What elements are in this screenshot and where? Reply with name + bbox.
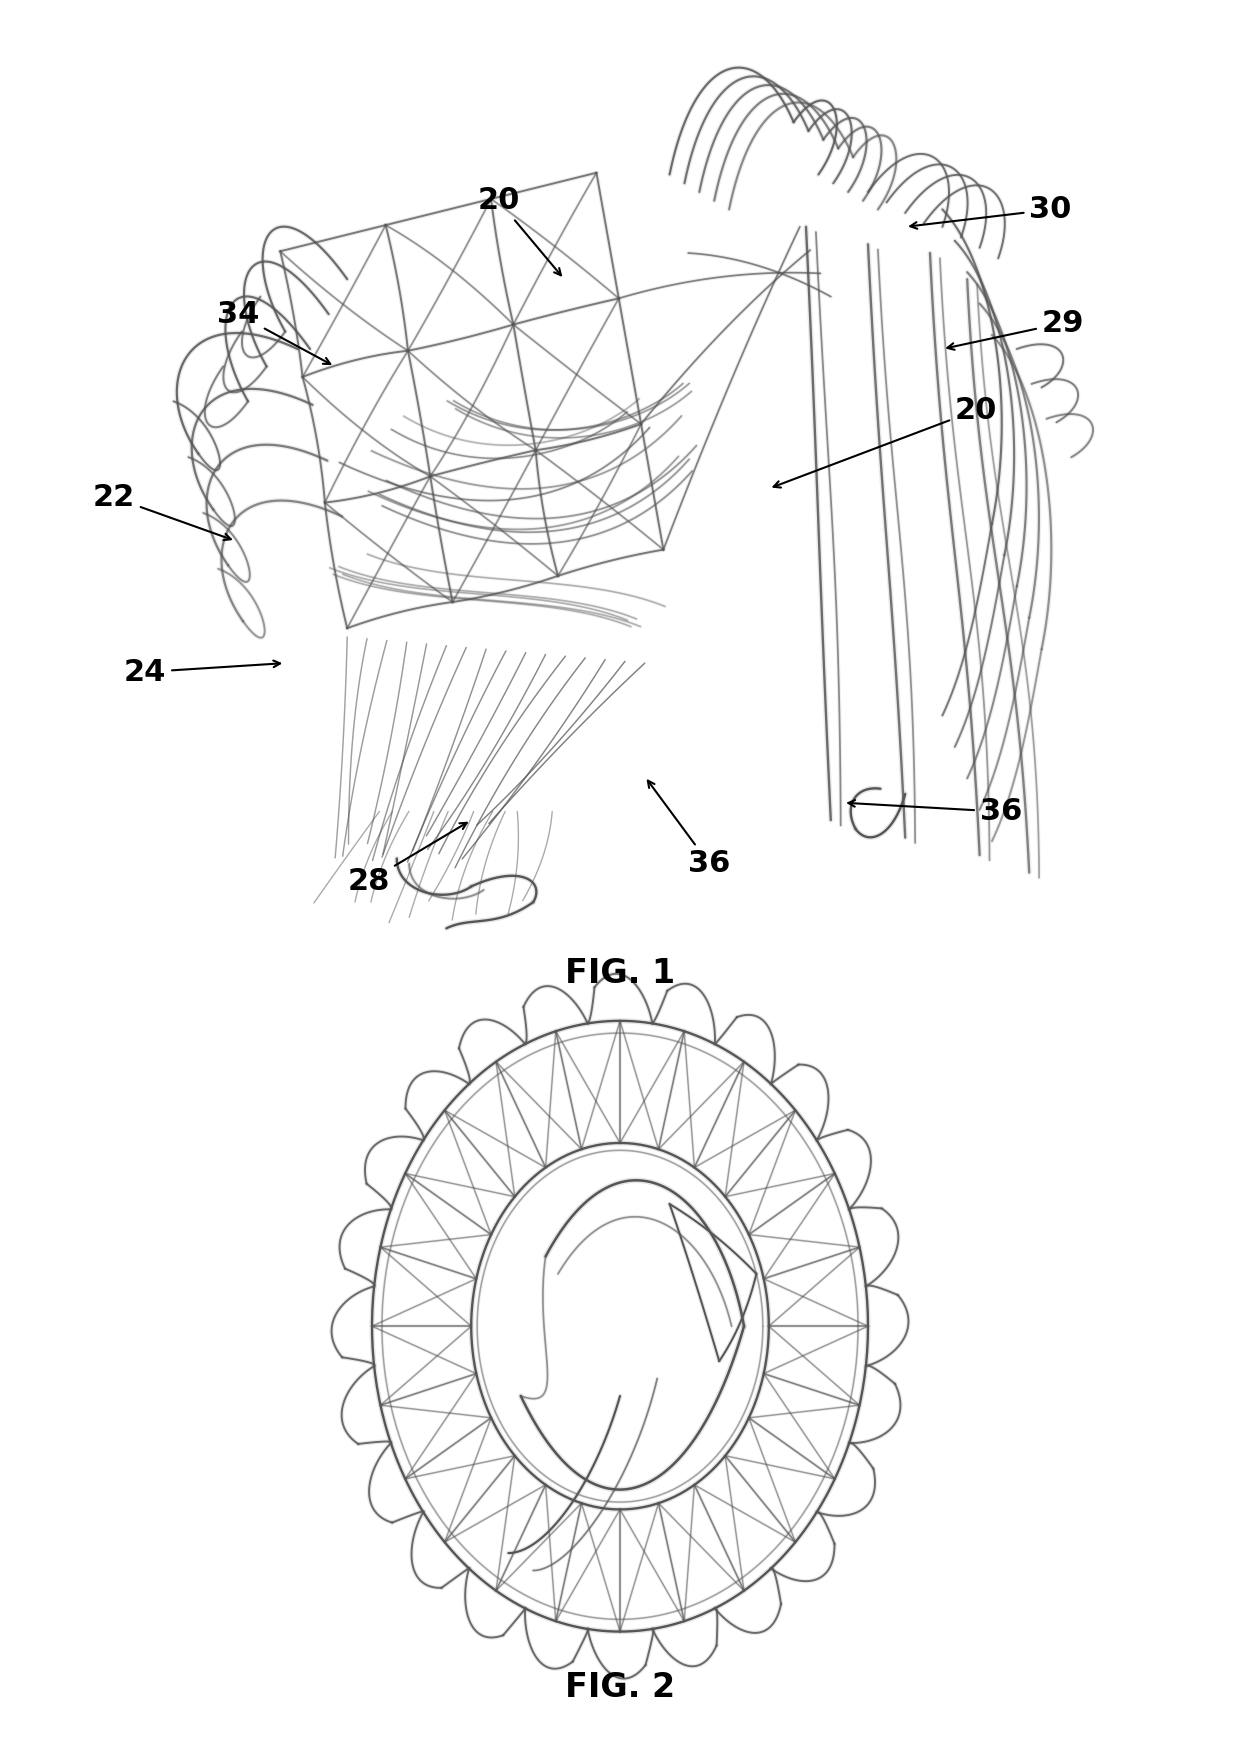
Text: 36: 36 xyxy=(848,797,1022,825)
Text: 28: 28 xyxy=(347,822,466,895)
Text: 34: 34 xyxy=(217,300,330,365)
Text: 30: 30 xyxy=(910,195,1071,229)
Text: 22: 22 xyxy=(93,483,231,541)
Text: FIG. 1: FIG. 1 xyxy=(565,958,675,989)
Text: 20: 20 xyxy=(477,187,560,276)
Text: FIG. 2: FIG. 2 xyxy=(565,1672,675,1703)
Text: 24: 24 xyxy=(124,658,280,686)
Text: 36: 36 xyxy=(647,780,730,878)
Text: 20: 20 xyxy=(774,396,997,487)
Text: 29: 29 xyxy=(947,309,1084,349)
